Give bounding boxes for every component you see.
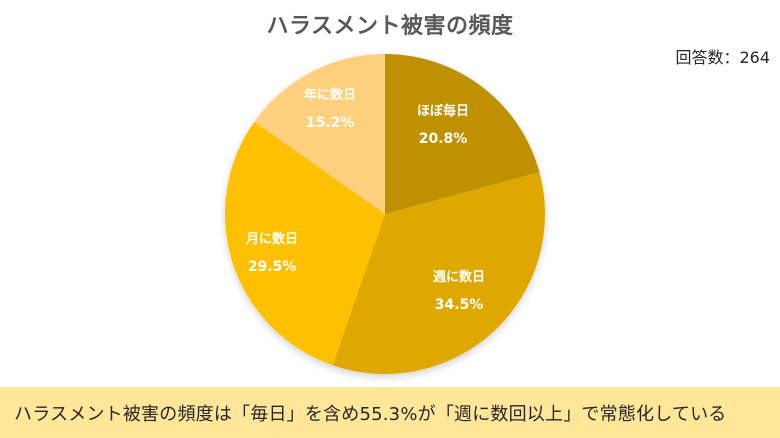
slice-category: ほぼ毎日: [416, 104, 470, 119]
chart-title: ハラスメント被害の頻度: [266, 14, 514, 39]
slice-percent: 20.8%: [418, 131, 468, 147]
slice-yearly: [254, 54, 385, 214]
slice-monthly: [225, 121, 385, 366]
slice-category: 週に数日: [432, 270, 486, 285]
slice-label-monthly: 月に数日 29.5%: [246, 233, 298, 274]
slice-percent: 15.2%: [305, 115, 355, 131]
slice-category: 年に数日: [303, 88, 357, 103]
slice-daily: [385, 54, 540, 214]
slice-percent: 34.5%: [434, 297, 484, 313]
summary-banner: ハラスメント被害の頻度は「毎日」を含め55.3%が「週に数回以上」で常態化してい…: [0, 387, 780, 438]
slice-weekly: [332, 172, 545, 374]
slice-label-weekly: 週に数日 34.5%: [433, 271, 485, 312]
pie-chart: ほぼ毎日 20.8% 週に数日 34.5% 月に数日 29.5% 年に数日 15…: [225, 54, 545, 374]
summary-text: ハラスメント被害の頻度は「毎日」を含め55.3%が「週に数回以上」で常態化してい…: [14, 404, 727, 425]
slice-category: 月に数日: [245, 232, 299, 247]
slice-label-yearly: 年に数日 15.2%: [304, 89, 356, 130]
slice-label-daily: ほぼ毎日 20.8%: [417, 105, 469, 146]
slice-percent: 29.5%: [247, 259, 297, 275]
respondent-count: 回答数：264: [675, 48, 770, 67]
pie-svg: [225, 54, 545, 374]
